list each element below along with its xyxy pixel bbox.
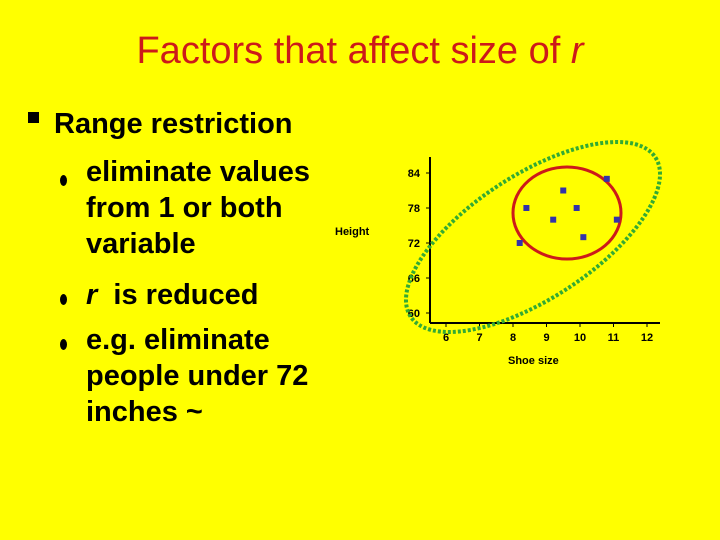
data-point	[613, 216, 620, 223]
y-tick-label: 60	[408, 308, 420, 320]
data-point	[516, 240, 523, 246]
sub-bullet-3: e.g. eliminate people under 72 inches ~	[86, 322, 308, 430]
data-point	[580, 234, 587, 241]
y-tick-label: 66	[408, 273, 420, 285]
sub-bullet-2: r is reduced	[86, 277, 258, 313]
x-tick-label: 10	[574, 332, 586, 344]
x-tick-label: 12	[641, 332, 653, 344]
green-dotted-ellipse	[403, 139, 663, 335]
sub-bullet-1: eliminate values from 1 or both variable	[86, 154, 310, 262]
data-point	[550, 216, 557, 223]
slide-title: Factors that affect size of r	[0, 30, 720, 73]
x-axis-label: Shoe size	[508, 355, 559, 367]
data-point	[560, 187, 567, 194]
sub-bullet-1-line: eliminate values	[86, 156, 311, 188]
red-circle	[511, 165, 623, 261]
sub-bullet-3-line: e.g. eliminate	[86, 324, 270, 356]
x-tick-label: 11	[608, 332, 620, 344]
y-axis-label: Height	[335, 226, 370, 238]
title-variable: r	[570, 30, 584, 72]
sub-bullet-2-text: is reduced	[113, 279, 259, 311]
y-tick-label: 78	[408, 203, 420, 215]
sub-bullet-3-line: people under 72	[86, 360, 309, 392]
sub-bullet-3-line: inches ~	[86, 396, 203, 428]
data-point	[573, 205, 580, 211]
title-text: Factors that affect size of	[136, 30, 561, 72]
y-tick-label: 84	[408, 168, 421, 180]
data-point	[523, 205, 530, 211]
sub-bullet-1-line: variable	[86, 228, 196, 260]
dot-bullet-icon	[60, 339, 67, 350]
square-bullet-icon	[28, 110, 39, 128]
x-tick-label: 8	[510, 332, 516, 344]
dot-bullet-icon	[60, 294, 67, 305]
dot-bullet-icon	[60, 175, 67, 186]
y-tick-label: 72	[408, 238, 420, 250]
sub-bullet-2-variable: r	[86, 279, 98, 311]
sub-bullet-1-line: from 1 or both	[86, 192, 283, 224]
main-bullet-text: Range restriction	[54, 108, 293, 140]
x-tick-label: 7	[476, 332, 482, 344]
x-tick-label: 9	[543, 332, 549, 344]
data-point	[603, 175, 610, 182]
x-tick-label: 6	[443, 332, 449, 344]
